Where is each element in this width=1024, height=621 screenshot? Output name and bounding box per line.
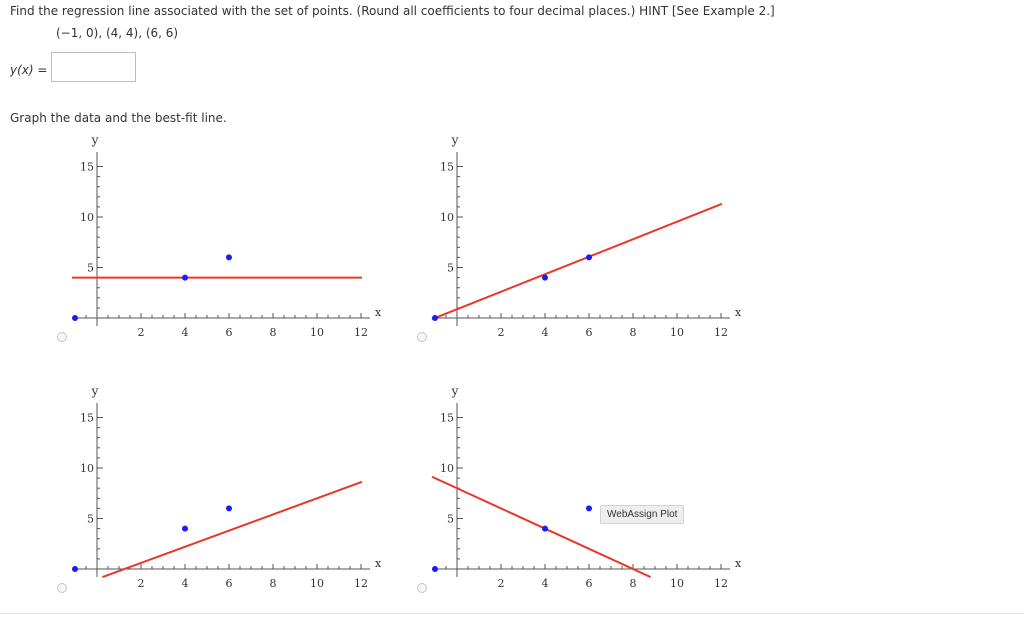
data-point — [432, 315, 438, 321]
x-axis-label: x — [735, 306, 742, 319]
x-tick-label: 2 — [138, 577, 145, 590]
y-tick-label: 5 — [447, 262, 454, 275]
y-axis-label: y — [451, 384, 459, 398]
y-tick-label: 10 — [80, 211, 94, 224]
question-text: Find the regression line associated with… — [10, 4, 775, 18]
x-tick-label: 10 — [670, 577, 684, 590]
x-axis-label: x — [735, 557, 742, 570]
webassign-plot-tooltip: WebAssign Plot — [600, 505, 685, 524]
y-tick-label: 15 — [440, 161, 454, 174]
x-tick-label: 10 — [670, 326, 684, 339]
regression-line — [102, 480, 363, 579]
y-tick-label: 15 — [440, 412, 454, 425]
y-tick-label: 5 — [87, 262, 94, 275]
x-tick-label: 8 — [270, 577, 277, 590]
x-tick-label: 2 — [498, 326, 505, 339]
y-tick-label: 5 — [447, 513, 454, 526]
y-tick-label: 10 — [440, 211, 454, 224]
x-tick-label: 4 — [542, 326, 549, 339]
x-tick-label: 6 — [226, 577, 233, 590]
x-tick-label: 12 — [714, 577, 728, 590]
y-tick-label: 15 — [80, 161, 94, 174]
data-point — [432, 566, 438, 572]
x-tick-label: 4 — [542, 577, 549, 590]
y-tick-label: 15 — [80, 412, 94, 425]
x-tick-label: 6 — [226, 326, 233, 339]
data-point — [72, 566, 78, 572]
x-tick-label: 6 — [586, 326, 593, 339]
x-tick-label: 12 — [354, 326, 368, 339]
x-axis-label: x — [375, 557, 382, 570]
x-tick-label: 2 — [138, 326, 145, 339]
regression-answer-input[interactable] — [51, 52, 136, 82]
x-tick-label: 12 — [714, 326, 728, 339]
graph-instruction: Graph the data and the best-fit line. — [10, 111, 227, 125]
x-tick-label: 2 — [498, 577, 505, 590]
y-axis-label: y — [91, 133, 99, 147]
data-points-text: (−1, 0), (4, 4), (6, 6) — [56, 26, 179, 40]
graph-option-2-radio[interactable] — [417, 332, 427, 342]
x-tick-label: 8 — [270, 326, 277, 339]
regression-line — [431, 475, 652, 578]
x-tick-label: 4 — [182, 326, 189, 339]
x-axis-label: x — [375, 306, 382, 319]
x-tick-label: 8 — [630, 326, 637, 339]
regression-line — [431, 202, 723, 321]
x-tick-label: 12 — [354, 577, 368, 590]
y-axis-label: y — [451, 133, 459, 147]
x-tick-label: 6 — [586, 577, 593, 590]
x-tick-label: 4 — [182, 577, 189, 590]
data-point — [226, 254, 232, 261]
x-tick-label: 10 — [310, 577, 324, 590]
data-point — [586, 505, 592, 512]
data-point — [586, 254, 592, 261]
data-point — [542, 274, 548, 281]
x-tick-label: 8 — [630, 577, 637, 590]
graph-option-4-radio[interactable] — [417, 583, 427, 593]
divider — [0, 613, 1024, 614]
graph-option-1-radio[interactable] — [57, 332, 67, 342]
x-tick-label: 10 — [310, 326, 324, 339]
graph-option-1: 2 4 6 8 10 12 5 10 15 x y — [72, 133, 382, 339]
data-point — [226, 505, 232, 512]
graph-option-3: 2 4 6 8 10 12 5 10 15 x y — [72, 384, 382, 590]
graph-option-4: 2 4 6 8 10 12 5 10 15 x y — [431, 384, 742, 590]
y-axis-label: y — [91, 384, 99, 398]
y-tick-label: 10 — [80, 462, 94, 475]
y-tick-label: 5 — [87, 513, 94, 526]
data-point — [182, 274, 188, 281]
answer-label: y(x) = — [10, 63, 48, 77]
data-point — [542, 525, 548, 532]
data-point — [72, 315, 78, 321]
data-point — [182, 525, 188, 532]
graph-option-3-radio[interactable] — [57, 583, 67, 593]
y-tick-label: 10 — [440, 462, 454, 475]
graph-option-2: 2 4 6 8 10 12 5 10 15 x y — [431, 133, 742, 339]
